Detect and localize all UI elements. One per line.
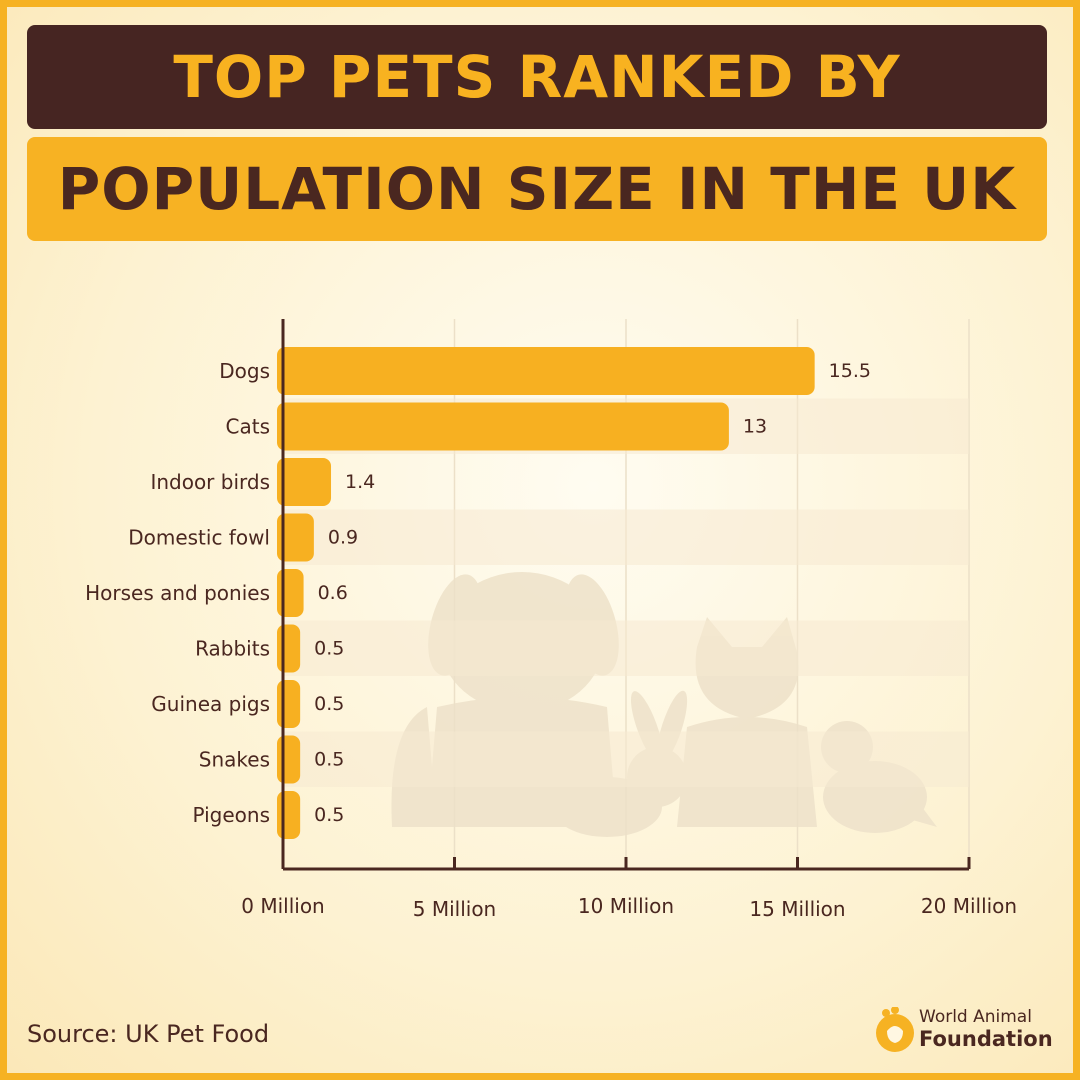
category-label: Indoor birds [150, 470, 270, 494]
title-banner-top: TOP PETS RANKED BY [27, 25, 1047, 129]
bar [277, 402, 729, 451]
title-line-2: POPULATION SIZE IN THE UK [57, 155, 1017, 223]
x-tick-label: 10 Million [578, 894, 674, 918]
category-label: Pigeons [192, 803, 270, 827]
bar [277, 735, 301, 784]
value-label: 13 [743, 416, 767, 438]
bar [277, 680, 301, 728]
x-tick-label: 20 Million [921, 894, 1017, 918]
category-label: Cats [226, 415, 270, 439]
category-label: Rabbits [195, 637, 270, 661]
value-label: 0.5 [314, 804, 344, 826]
title-line-1: TOP PETS RANKED BY [173, 43, 901, 111]
x-tick-label: 5 Million [413, 897, 496, 921]
brand-logo: World Animal Foundation [869, 1003, 1059, 1059]
labels: Dogs 15.5 Cats 13 Indoor birds 1.4 Domestic fo… [85, 359, 871, 827]
bar-chart: Dogs 15.5 Cats 13 Indoor birds 1.4 Domestic fo… [85, 319, 1017, 921]
value-label: 0.5 [314, 693, 344, 715]
row-band [283, 731, 969, 787]
value-label: 1.4 [345, 471, 375, 493]
logo-text-line2: Foundation [919, 1027, 1053, 1051]
row-band [283, 509, 969, 565]
category-label: Dogs [219, 359, 270, 383]
pets-silhouette-watermark [391, 572, 937, 837]
bar [277, 791, 301, 839]
value-label: 0.5 [314, 749, 344, 771]
value-label: 0.9 [328, 527, 358, 549]
category-label: Guinea pigs [151, 692, 270, 716]
value-label: 0.6 [318, 582, 348, 604]
bar [277, 347, 815, 395]
bar [277, 458, 332, 506]
title-banner-bottom: POPULATION SIZE IN THE UK [27, 137, 1047, 241]
category-label: Horses and ponies [85, 581, 270, 605]
paw-heart-icon [876, 1007, 914, 1052]
value-label: 15.5 [829, 360, 871, 382]
bar [277, 513, 314, 562]
source-note: Source: UK Pet Food [27, 1020, 270, 1048]
x-tick-label: 0 Million [241, 894, 324, 918]
category-label: Snakes [199, 748, 270, 772]
category-label: Domestic fowl [128, 526, 270, 550]
logo-text-line1: World Animal [919, 1007, 1032, 1027]
bar [277, 569, 304, 617]
axes: 0 Million 5 Million 10 Million 15 Million 20… [241, 319, 1017, 921]
value-label: 0.5 [314, 638, 344, 660]
x-tick-label: 15 Million [749, 897, 845, 921]
bar [277, 624, 301, 673]
row-band [283, 620, 969, 676]
